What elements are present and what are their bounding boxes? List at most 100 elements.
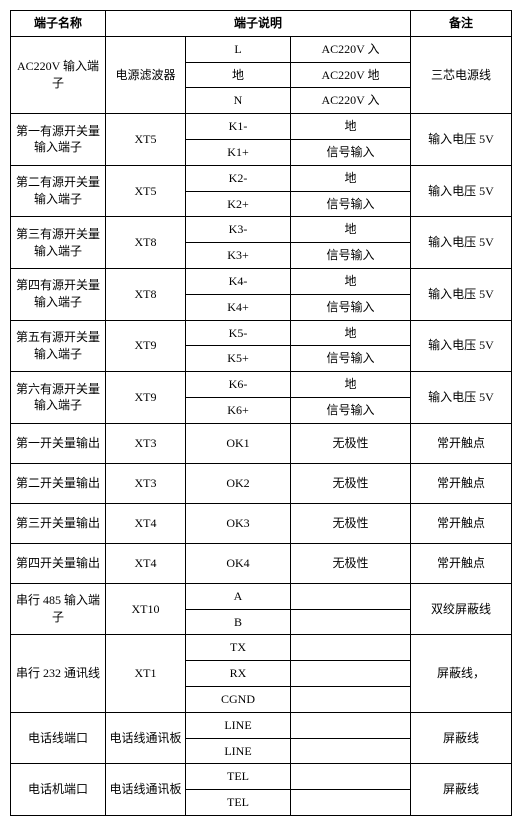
table-row: 第二有源开关量输入端子 XT5 K2- 地 输入电压 5V bbox=[11, 165, 512, 191]
cell-d3: AC220V 入 bbox=[291, 88, 411, 114]
cell-d2: TX bbox=[186, 635, 291, 661]
cell-d2: L bbox=[186, 36, 291, 62]
cell-d2: 地 bbox=[186, 62, 291, 88]
cell-d3 bbox=[291, 609, 411, 635]
cell-d3: 地 bbox=[291, 320, 411, 346]
cell-d1: XT3 bbox=[106, 463, 186, 503]
cell-name: 第三有源开关量输入端子 bbox=[11, 217, 106, 269]
cell-d3 bbox=[291, 661, 411, 687]
table-row: 第四开关量输出 XT4 OK4 无极性 常开触点 bbox=[11, 543, 512, 583]
cell-name: 第五有源开关量输入端子 bbox=[11, 320, 106, 372]
cell-d3: 信号输入 bbox=[291, 191, 411, 217]
cell-name: 串行 232 通讯线 bbox=[11, 635, 106, 712]
cell-d2: K3- bbox=[186, 217, 291, 243]
cell-d3: 地 bbox=[291, 268, 411, 294]
cell-d1: XT3 bbox=[106, 423, 186, 463]
cell-note: 常开触点 bbox=[411, 543, 512, 583]
terminal-table: 端子名称 端子说明 备注 AC220V 输入端子 电源滤波器 L AC220V … bbox=[10, 10, 512, 816]
table-row: 电话机端口 电话线通讯板 TEL 屏蔽线 bbox=[11, 764, 512, 790]
cell-d2: K2+ bbox=[186, 191, 291, 217]
cell-d1: 电源滤波器 bbox=[106, 36, 186, 113]
cell-d1: XT4 bbox=[106, 543, 186, 583]
cell-name: 第六有源开关量输入端子 bbox=[11, 372, 106, 424]
cell-d3: 信号输入 bbox=[291, 243, 411, 269]
cell-d2: RX bbox=[186, 661, 291, 687]
cell-name: 电话机端口 bbox=[11, 764, 106, 816]
cell-d3: 无极性 bbox=[291, 463, 411, 503]
cell-note: 三芯电源线 bbox=[411, 36, 512, 113]
cell-name: 第一开关量输出 bbox=[11, 423, 106, 463]
table-row: 第六有源开关量输入端子 XT9 K6- 地 输入电压 5V bbox=[11, 372, 512, 398]
cell-name: 第二有源开关量输入端子 bbox=[11, 165, 106, 217]
cell-d2: K3+ bbox=[186, 243, 291, 269]
cell-d3 bbox=[291, 635, 411, 661]
cell-note: 输入电压 5V bbox=[411, 268, 512, 320]
cell-note: 屏蔽线 bbox=[411, 764, 512, 816]
cell-d3 bbox=[291, 686, 411, 712]
table-row: 第一有源开关量输入端子 XT5 K1- 地 输入电压 5V bbox=[11, 114, 512, 140]
cell-d2: N bbox=[186, 88, 291, 114]
cell-d1: XT5 bbox=[106, 114, 186, 166]
table-row: 串行 485 输入端子 XT10 A 双绞屏蔽线 bbox=[11, 583, 512, 609]
cell-d2: TEL bbox=[186, 764, 291, 790]
cell-d1: XT5 bbox=[106, 165, 186, 217]
cell-d3: 地 bbox=[291, 372, 411, 398]
cell-d3 bbox=[291, 712, 411, 738]
cell-note: 屏蔽线 bbox=[411, 712, 512, 764]
cell-d1: XT1 bbox=[106, 635, 186, 712]
cell-d3: 信号输入 bbox=[291, 139, 411, 165]
cell-name: 串行 485 输入端子 bbox=[11, 583, 106, 635]
cell-note: 常开触点 bbox=[411, 503, 512, 543]
table-row: 第三有源开关量输入端子 XT8 K3- 地 输入电压 5V bbox=[11, 217, 512, 243]
cell-note: 输入电压 5V bbox=[411, 320, 512, 372]
cell-d1: XT9 bbox=[106, 372, 186, 424]
table-row: 第四有源开关量输入端子 XT8 K4- 地 输入电压 5V bbox=[11, 268, 512, 294]
cell-d1: XT8 bbox=[106, 268, 186, 320]
cell-d3 bbox=[291, 790, 411, 816]
cell-name: 电话线端口 bbox=[11, 712, 106, 764]
cell-d2: K6- bbox=[186, 372, 291, 398]
cell-d2: K2- bbox=[186, 165, 291, 191]
cell-name: 第四开关量输出 bbox=[11, 543, 106, 583]
cell-d3: 信号输入 bbox=[291, 294, 411, 320]
table-row: 第一开关量输出 XT3 OK1 无极性 常开触点 bbox=[11, 423, 512, 463]
cell-d3: 无极性 bbox=[291, 503, 411, 543]
cell-d2: CGND bbox=[186, 686, 291, 712]
table-row: 第二开关量输出 XT3 OK2 无极性 常开触点 bbox=[11, 463, 512, 503]
table-row: 串行 232 通讯线 XT1 TX 屏蔽线， bbox=[11, 635, 512, 661]
cell-name: 第三开关量输出 bbox=[11, 503, 106, 543]
cell-d3: 地 bbox=[291, 114, 411, 140]
table-row: 第五有源开关量输入端子 XT9 K5- 地 输入电压 5V bbox=[11, 320, 512, 346]
cell-d2: A bbox=[186, 583, 291, 609]
cell-d2: LINE bbox=[186, 738, 291, 764]
cell-d2: OK3 bbox=[186, 503, 291, 543]
cell-note: 双绞屏蔽线 bbox=[411, 583, 512, 635]
cell-note: 输入电压 5V bbox=[411, 372, 512, 424]
cell-d3 bbox=[291, 764, 411, 790]
header-row: 端子名称 端子说明 备注 bbox=[11, 11, 512, 37]
header-name: 端子名称 bbox=[11, 11, 106, 37]
cell-d3: AC220V 地 bbox=[291, 62, 411, 88]
cell-d1: XT8 bbox=[106, 217, 186, 269]
cell-d1: XT4 bbox=[106, 503, 186, 543]
table-row: 电话线端口 电话线通讯板 LINE 屏蔽线 bbox=[11, 712, 512, 738]
cell-d3 bbox=[291, 583, 411, 609]
cell-d2: LINE bbox=[186, 712, 291, 738]
header-note: 备注 bbox=[411, 11, 512, 37]
cell-name: 第四有源开关量输入端子 bbox=[11, 268, 106, 320]
cell-d3: 信号输入 bbox=[291, 397, 411, 423]
cell-d2: K5- bbox=[186, 320, 291, 346]
cell-d3: 地 bbox=[291, 217, 411, 243]
cell-d2: TEL bbox=[186, 790, 291, 816]
cell-d1: 电话线通讯板 bbox=[106, 764, 186, 816]
cell-note: 常开触点 bbox=[411, 463, 512, 503]
cell-name: 第二开关量输出 bbox=[11, 463, 106, 503]
cell-d3 bbox=[291, 738, 411, 764]
cell-d3: 信号输入 bbox=[291, 346, 411, 372]
cell-d3: 无极性 bbox=[291, 423, 411, 463]
cell-d2: K1+ bbox=[186, 139, 291, 165]
table-row: AC220V 输入端子 电源滤波器 L AC220V 入 三芯电源线 bbox=[11, 36, 512, 62]
cell-note: 输入电压 5V bbox=[411, 217, 512, 269]
cell-d2: K4+ bbox=[186, 294, 291, 320]
cell-d2: K5+ bbox=[186, 346, 291, 372]
